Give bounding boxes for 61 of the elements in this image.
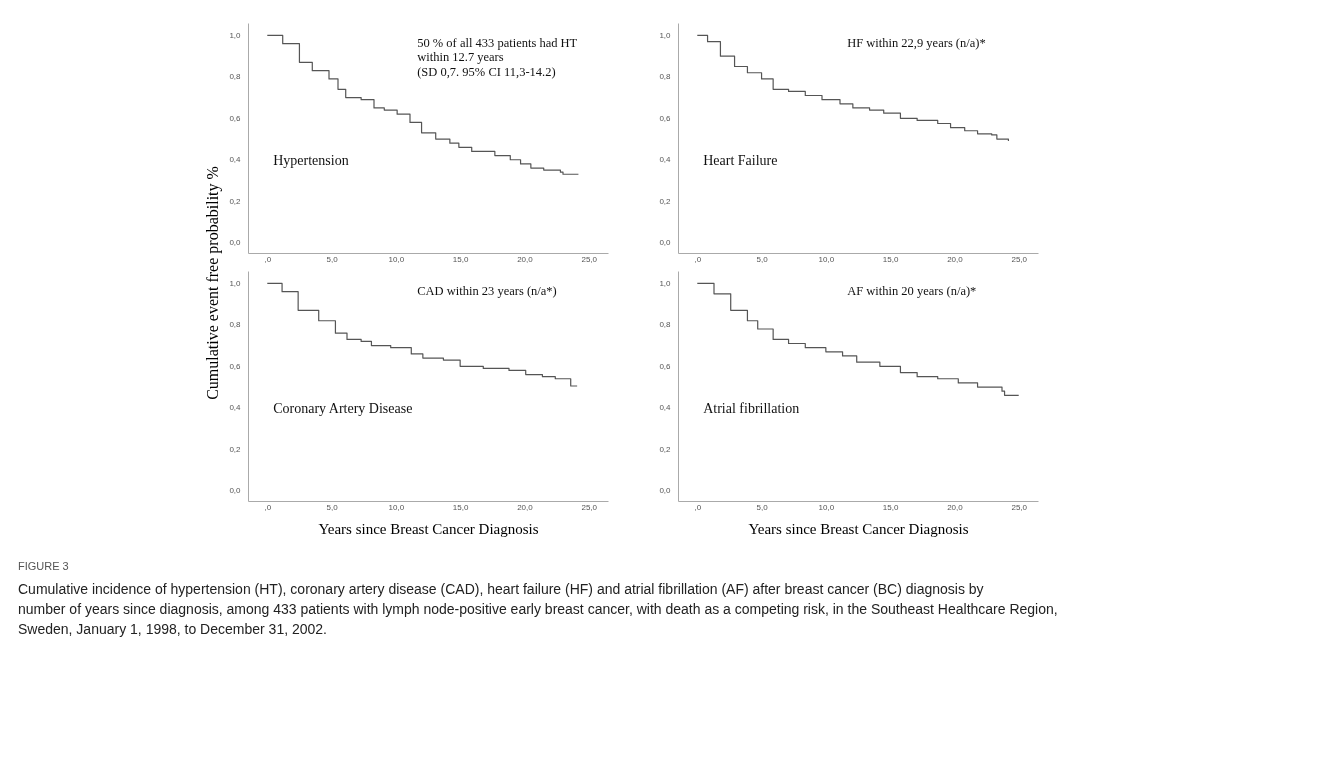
y-axis-title: Cumulative event free probability % [204, 166, 222, 400]
x-tick-label: 20,0 [947, 502, 964, 512]
annotation: CAD within 23 years (n/a*) [417, 283, 557, 298]
x-tick-label: ,0 [264, 502, 272, 512]
y-tick-label: 0,8 [659, 320, 672, 330]
x-tick-label: 10,0 [818, 502, 835, 512]
y-tick-label: 0,8 [659, 72, 672, 82]
y-tick-label: 0,2 [229, 196, 242, 206]
y-tick-label: 0,0 [659, 238, 672, 248]
x-tick-label: 5,0 [756, 254, 769, 264]
x-tick-label: 25,0 [581, 254, 598, 264]
y-tick-label: 1,0 [659, 30, 672, 40]
y-tick-label: 0,0 [659, 486, 672, 496]
text: Cumulative incidence of hypertension (HT), coronary artery disease (CAD), heart failure (HF) and atrial fibrillation (AF) after breast cancer (BC) diagnosis by number of years since diagnosis, among 433 patients with lymph node-positive early breast cancer, with death as a competing risk, in the Southeast Healthcare Region, Sweden, January 1, 1998, to December 31, 2002. [18, 581, 1058, 637]
annotation: Hypertension [273, 153, 349, 169]
y-tick-label: 0,2 [659, 196, 672, 206]
y-tick-label: 0,2 [229, 444, 242, 454]
y-tick-label: 0,0 [229, 238, 242, 248]
x-tick-label: ,0 [694, 254, 702, 264]
x-tick-label: 10,0 [388, 502, 405, 512]
y-tick-label: 0,6 [229, 113, 242, 123]
x-axis-title: Years since Breast Cancer Diagnosis [748, 520, 969, 537]
annotation: Coronary Artery Disease [273, 401, 413, 417]
y-tick-label: 0,4 [229, 155, 242, 165]
y-tick-label: 0,6 [229, 361, 242, 371]
x-tick-label: ,0 [694, 502, 702, 512]
x-tick-label: 10,0 [818, 254, 835, 264]
y-tick-label: 0,6 [659, 113, 672, 123]
y-tick-label: 0,6 [659, 361, 672, 371]
annotation: AF within 20 years (n/a)* [847, 283, 977, 298]
x-tick-label: 20,0 [947, 254, 964, 264]
y-tick-label: 0,8 [229, 320, 242, 330]
x-axis-title: Years since Breast Cancer Diagnosis [318, 520, 539, 537]
x-tick-label: 25,0 [581, 502, 598, 512]
x-tick-label: 15,0 [452, 254, 469, 264]
y-tick-label: 0,4 [659, 403, 672, 413]
x-tick-label: 15,0 [882, 502, 899, 512]
x-tick-label: 15,0 [882, 254, 899, 264]
y-tick-label: 0,2 [659, 444, 672, 454]
x-tick-label: 5,0 [326, 254, 339, 264]
x-tick-label: ,0 [264, 254, 272, 264]
x-tick-label: 25,0 [1011, 254, 1028, 264]
x-tick-label: 15,0 [452, 502, 469, 512]
y-tick-label: 0,4 [229, 403, 242, 413]
y-tick-label: 0,8 [229, 72, 242, 82]
caption: FIGURE 3 [18, 560, 69, 572]
x-tick-label: 20,0 [517, 254, 534, 264]
y-tick-label: 1,0 [229, 278, 242, 288]
annotation: HF within 22,9 years (n/a)* [847, 35, 986, 50]
y-tick-label: 1,0 [659, 278, 672, 288]
x-tick-label: 20,0 [517, 502, 534, 512]
y-tick-label: 0,4 [659, 155, 672, 165]
annotation: Atrial fibrillation [703, 401, 800, 417]
y-tick-label: 0,0 [229, 486, 242, 496]
x-tick-label: 25,0 [1011, 502, 1028, 512]
x-tick-label: 5,0 [326, 502, 339, 512]
y-tick-label: 1,0 [229, 30, 242, 40]
annotation: 50 % of all 433 patients had HT within 12.7 years (SD 0,7. 95% CI 11,3-14.2) [417, 35, 578, 79]
x-tick-label: 5,0 [756, 502, 769, 512]
x-tick-label: 10,0 [388, 254, 405, 264]
annotation: Heart Failure [703, 153, 778, 169]
